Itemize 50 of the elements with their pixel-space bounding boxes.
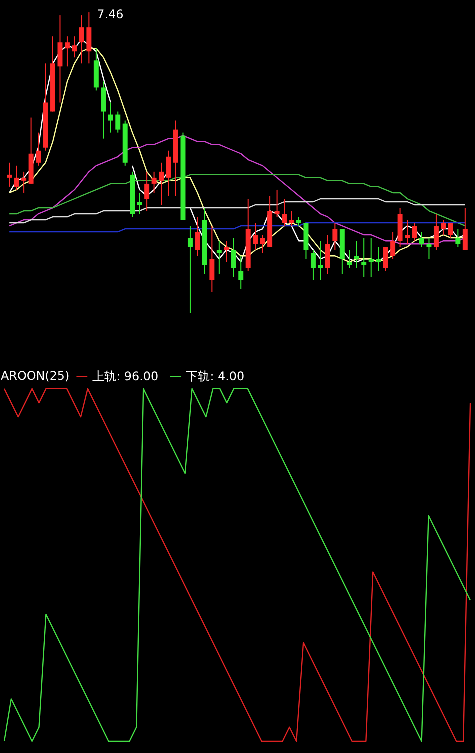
legend-label: 上轨: 96.00 [92,370,159,384]
candlestick [14,165,20,190]
candlestick [448,222,454,239]
legend-title: AROON(25) [0,368,70,383]
candlestick [434,214,439,251]
candlestick [195,216,200,257]
candlestick [22,171,27,194]
candlestick [238,256,244,290]
candlestick [188,226,193,314]
candlestick [347,250,352,269]
candlestick [144,171,150,212]
candlestick [216,240,222,275]
candlestick [159,162,164,206]
candlestick [441,220,446,236]
candlestick [412,222,418,242]
candlestick [260,234,266,254]
candlestick [224,240,230,263]
candlestick [282,198,288,227]
candlestick [152,171,157,194]
candlestick [116,111,121,134]
candlestick [231,238,236,278]
annotation: 7.46 [97,8,124,22]
candlestick [420,232,424,248]
candlestick [296,216,302,227]
candlestick [354,240,360,269]
candlestick [253,222,258,251]
candlestick [462,208,468,251]
candlestick [166,150,172,196]
candlestick [390,232,396,260]
candlestick [456,228,461,248]
candlestick [426,238,432,260]
candlestick [210,226,215,293]
candlestick [310,250,316,281]
candlestick [383,246,388,272]
candlestick [405,220,410,245]
candlestick [332,222,338,251]
candlestick [72,36,78,58]
candlestick [289,210,294,227]
candlestick [376,246,382,272]
candlestick [64,36,70,68]
candlestick [108,102,114,134]
legend-label: 下轨: 4.00 [186,370,245,384]
candlestick [79,15,84,64]
candlestick [7,162,12,188]
candlestick [318,240,324,281]
candlestick [137,192,142,215]
candlestick [36,132,42,166]
candlestick [368,238,374,278]
candlestick [274,189,280,218]
candlestick [362,238,367,278]
